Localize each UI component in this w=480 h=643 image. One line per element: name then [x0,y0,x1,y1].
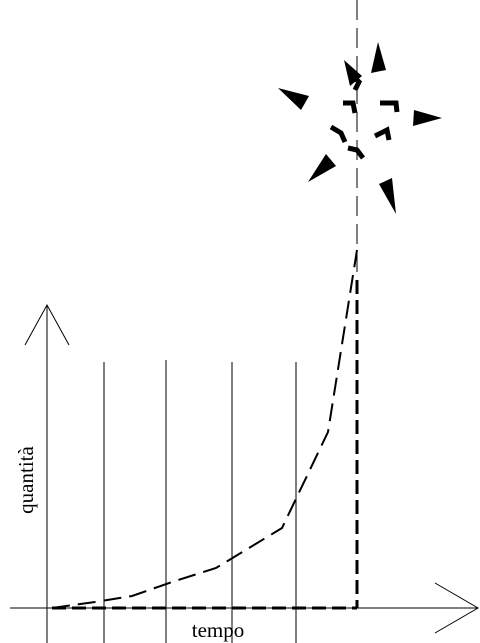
x-arrow [434,582,479,634]
y-arrow [24,303,70,346]
x-axis-label: tempo [192,618,245,642]
y-axis-label: quantità [14,446,38,514]
explosion [278,42,442,214]
growth-curve [51,249,358,609]
